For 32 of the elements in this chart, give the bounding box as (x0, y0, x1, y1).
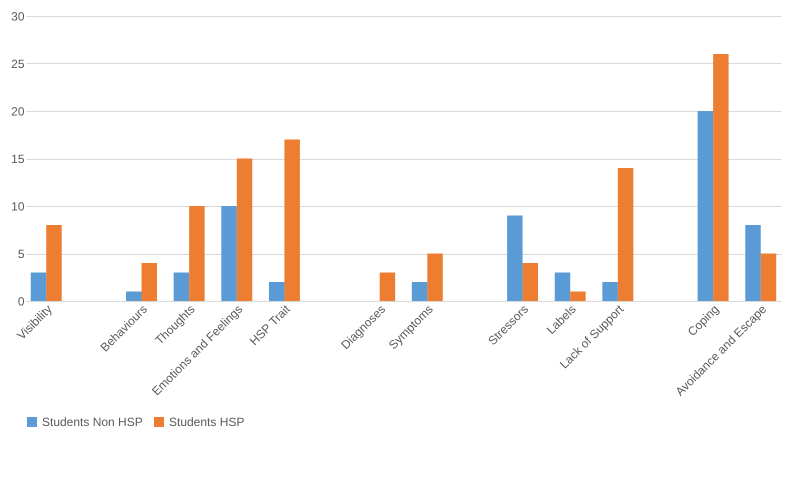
legend-label: Students Non HSP (42, 415, 143, 429)
y-tick-label: 10 (11, 200, 25, 214)
bar (618, 168, 634, 301)
bar (126, 292, 142, 301)
y-tick-label: 0 (18, 294, 25, 308)
bar (412, 282, 428, 301)
bar (189, 206, 205, 301)
bar (522, 263, 538, 301)
bar (507, 216, 523, 301)
bar (554, 272, 570, 301)
bar (602, 282, 618, 301)
bar (570, 292, 586, 301)
bar (698, 111, 714, 301)
bar (745, 225, 761, 301)
y-tick-label: 30 (11, 10, 25, 24)
y-tick-label: 25 (11, 57, 25, 71)
y-tick-label: 20 (11, 104, 25, 118)
bar (760, 254, 776, 301)
bar (268, 282, 284, 301)
bar (142, 263, 157, 301)
bar (284, 140, 300, 301)
bar (46, 225, 62, 301)
bar (221, 206, 237, 301)
legend-label: Students HSP (169, 415, 244, 429)
bar (427, 254, 443, 301)
y-tick-label: 15 (11, 152, 25, 166)
y-tick-label: 5 (18, 247, 25, 261)
bar (713, 54, 729, 301)
bar (174, 272, 190, 301)
bar (236, 158, 252, 301)
bar (380, 272, 396, 301)
bar (30, 272, 46, 301)
